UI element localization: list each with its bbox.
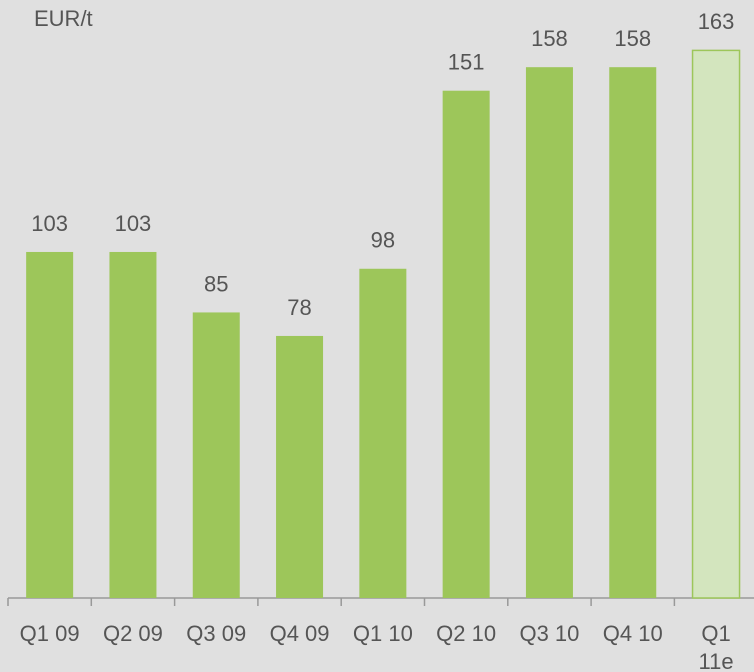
data-label: 98 (371, 228, 395, 253)
bar (609, 67, 657, 598)
x-tick-label: Q1 09 (20, 621, 80, 646)
bar (109, 251, 157, 598)
data-label: 158 (614, 26, 651, 51)
bar (359, 268, 407, 598)
bar (442, 90, 490, 599)
bar (525, 67, 573, 598)
bar (276, 335, 324, 598)
data-label: 158 (531, 26, 568, 51)
x-tick-label: Q2 09 (103, 621, 163, 646)
data-label: 103 (115, 211, 152, 236)
x-tick-label: Q4 10 (603, 621, 663, 646)
x-tick-label: Q4 09 (270, 621, 330, 646)
x-tick-label: Q1 10 (353, 621, 413, 646)
x-tick-label: Q3 09 (186, 621, 246, 646)
data-label: 78 (287, 295, 311, 320)
x-tick-label: Q1 11e (699, 621, 734, 672)
data-label: 163 (698, 9, 735, 34)
bar (26, 251, 74, 598)
data-label: 151 (448, 50, 485, 75)
bar (192, 312, 240, 598)
x-tick-label: Q3 10 (519, 621, 579, 646)
data-label: 85 (204, 271, 228, 296)
bar (691, 49, 741, 599)
unit-label: EUR/t (34, 6, 93, 31)
x-tick-label: Q2 10 (436, 621, 496, 646)
data-label: 103 (31, 211, 68, 236)
